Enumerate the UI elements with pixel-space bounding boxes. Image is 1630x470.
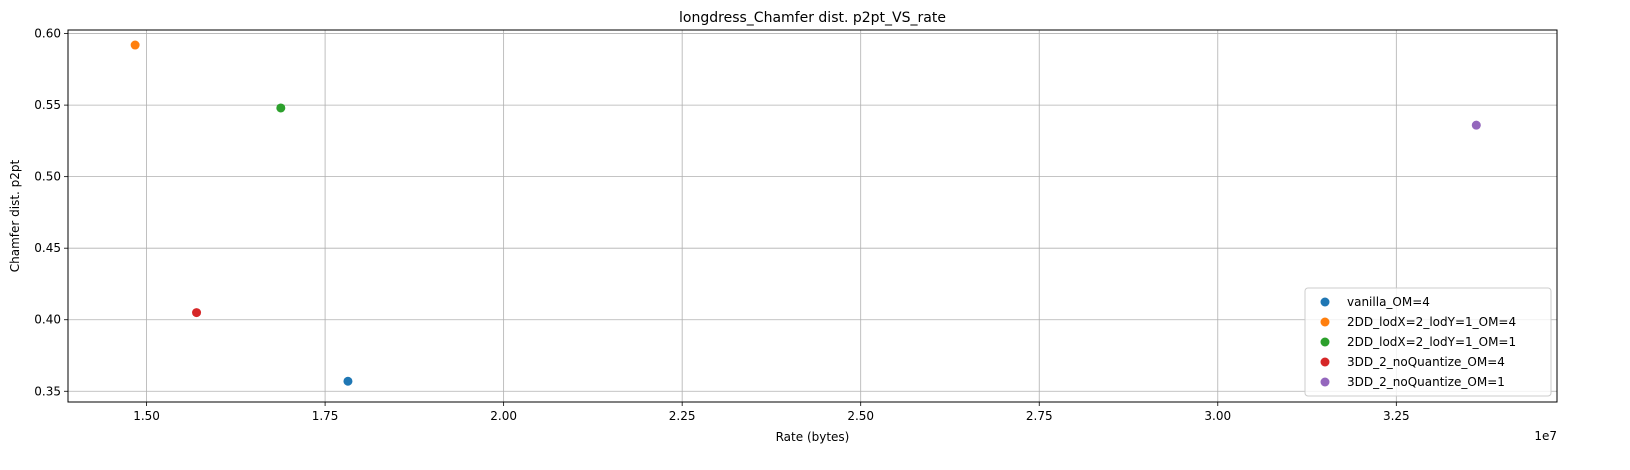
legend-box xyxy=(1304,287,1552,397)
x-tick-label: 2.00 xyxy=(490,409,517,423)
legend-marker xyxy=(1320,377,1330,387)
plot-frame xyxy=(67,29,1558,403)
chart-title: longdress_Chamfer dist. p2pt_VS_rate xyxy=(679,10,946,26)
legend-marker xyxy=(1320,357,1330,367)
x-tick-label: 3.25 xyxy=(1383,409,1410,423)
legend-label: 2DD_lodX=2_lodY=1_OM=1 xyxy=(1347,335,1516,349)
data-point xyxy=(343,376,353,386)
legend-label: 3DD_2_noQuantize_OM=4 xyxy=(1347,355,1505,369)
legend: vanilla_OM=4 2DD_lodX=2_lodY=1_OM=4 2DD_lo… xyxy=(1304,287,1552,397)
x-tick-label: 2.25 xyxy=(669,409,696,423)
x-tick-label: 1.50 xyxy=(133,409,160,423)
data-point xyxy=(192,308,202,318)
data-points xyxy=(130,40,1481,386)
legend-label: 2DD_lodX=2_lodY=1_OM=4 xyxy=(1347,315,1516,329)
x-tick-label: 2.75 xyxy=(1026,409,1053,423)
axis-ticks: 1.50 1.75 2.00 2.25 2.50 2.75 3.00 3.25 0.35 0.40… xyxy=(34,27,1409,423)
legend-label: vanilla_OM=4 xyxy=(1347,295,1430,309)
y-tick-label: 0.50 xyxy=(34,170,61,184)
legend-label: 3DD_2_noQuantize_OM=1 xyxy=(1347,375,1505,389)
x-tick-label: 1.75 xyxy=(312,409,339,423)
x-axis-label: Rate (bytes) xyxy=(776,430,850,444)
y-tick-label: 0.45 xyxy=(34,241,61,255)
y-tick-label: 0.60 xyxy=(34,27,61,41)
data-point xyxy=(130,40,140,50)
y-tick-label: 0.55 xyxy=(34,98,61,112)
legend-marker xyxy=(1320,337,1330,347)
x-axis-offset-label: 1e7 xyxy=(1534,429,1557,443)
y-tick-label: 0.35 xyxy=(34,384,61,398)
x-tick-label: 2.50 xyxy=(847,409,874,423)
y-tick-label: 0.40 xyxy=(34,313,61,327)
y-axis-label: Chamfer dist. p2pt xyxy=(8,159,22,272)
data-point xyxy=(1471,120,1481,130)
legend-marker xyxy=(1320,317,1330,327)
data-point xyxy=(276,103,286,113)
legend-marker xyxy=(1320,297,1330,307)
x-tick-label: 3.00 xyxy=(1204,409,1231,423)
